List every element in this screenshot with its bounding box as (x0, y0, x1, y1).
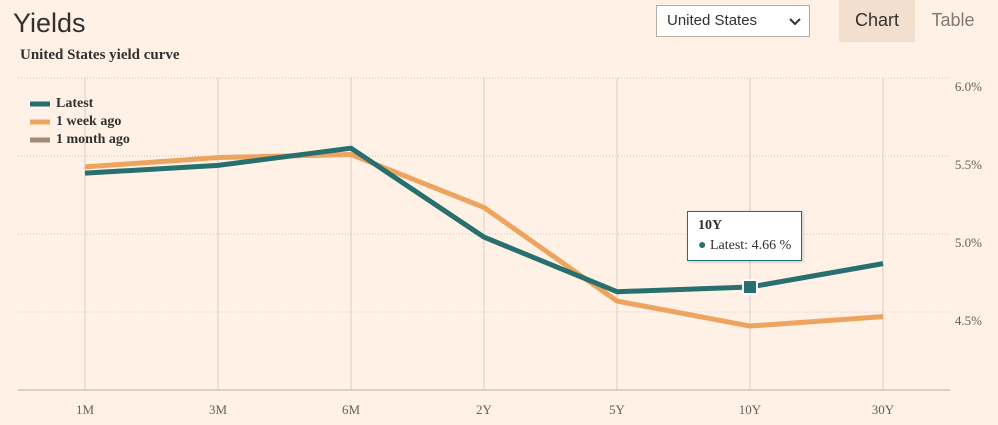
legend-label: 1 week ago (56, 114, 121, 129)
series-line (84, 151, 884, 329)
select-text: United States (667, 12, 758, 29)
x-tick-label: 10Y (739, 402, 762, 417)
y-tick-label: 6.0% (955, 79, 982, 94)
y-tick-label: 5.5% (955, 157, 982, 172)
legend-label: 1 month ago (56, 132, 130, 147)
chevron (789, 18, 801, 26)
x-tick-label: 30Y (872, 402, 895, 417)
chart-title: United States yield curve (20, 47, 180, 63)
y-tick-label: 5.0% (955, 235, 982, 250)
tooltip-title: 10Y (698, 218, 723, 234)
tooltip: 10Y ● Latest: 4.66 % (687, 211, 803, 262)
x-tick-label: 5Y (609, 402, 626, 417)
chart-tab[interactable]: Chart (839, 0, 915, 42)
y-tick-label: 4.5% (955, 313, 982, 328)
x-tick-label: 1M (76, 402, 95, 417)
hover-marker (742, 279, 758, 296)
page-title: Yields (13, 8, 86, 38)
x-tick-label: 3M (209, 402, 228, 417)
legend-label: Latest (56, 96, 94, 111)
tooltip-text: Latest: 4.66 % (709, 238, 792, 254)
x-tick-label: 2Y (476, 402, 493, 417)
table-tab[interactable]: Table (931, 10, 975, 30)
x-tick-label: 6M (342, 402, 361, 417)
country-select[interactable]: United States (656, 5, 810, 37)
